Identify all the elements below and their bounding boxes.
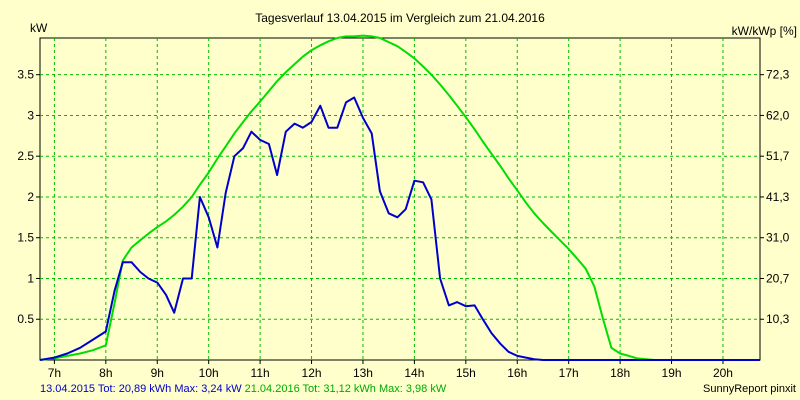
y-tick-label-left: 3 <box>27 108 34 122</box>
x-tick-label: 12h <box>302 366 322 380</box>
y-tick-label-left: 3.5 <box>17 68 34 82</box>
y-ticks-right: 10,3 20,7 31,0 41,3 51,7 62,0 72,3 <box>760 68 790 326</box>
series-line-21-04-2016 <box>39 34 760 361</box>
grid-lines <box>40 38 760 360</box>
chart-title: Tagesverlauf 13.04.2015 im Vergleich zum… <box>255 11 545 25</box>
y-tick-label-left: 1.5 <box>17 231 34 245</box>
x-tick-label: 14h <box>404 366 424 380</box>
y-tick-label-right: 62,0 <box>766 108 790 122</box>
y-tick-label-right: 10,3 <box>766 312 790 326</box>
x-tick-label: 11h <box>251 366 270 380</box>
y-tick-label-left: 0.5 <box>17 312 34 326</box>
series-group <box>39 34 760 361</box>
x-tick-label: 9h <box>151 366 164 380</box>
x-tick-label: 8h <box>99 366 112 380</box>
x-tick-label: 17h <box>559 366 579 380</box>
y-tick-label-right: 41,3 <box>766 190 790 204</box>
plot-area <box>39 37 761 361</box>
x-tick-label: 20h <box>713 366 733 380</box>
y-ticks-left: 0.5 1 1.5 2 2.5 3 3.5 <box>17 68 40 326</box>
y-tick-label-right: 72,3 <box>766 68 790 82</box>
y-axis-label-left: kW <box>30 21 48 35</box>
x-tick-label: 16h <box>507 366 527 380</box>
legend-entry-2015: 13.04.2015 Tot: 20,89 kWh Max: 3,24 kW <box>40 383 242 395</box>
x-tick-label: 18h <box>610 366 630 380</box>
legend-entry-2016: 21.04.2016 Tot: 31,12 kWh Max: 3,98 kW <box>244 383 447 395</box>
x-ticks: 7h 8h 9h 10h 11h 12h 13h 14h 15h 16h 17h 18h 19h 20h <box>48 360 733 380</box>
credit-text: SunnyReport pinxit <box>703 383 796 395</box>
y-tick-label-left: 1 <box>27 271 34 285</box>
x-tick-label: 7h <box>48 366 61 380</box>
x-tick-label: 13h <box>353 366 373 380</box>
y-tick-label-right: 31,0 <box>766 231 790 245</box>
series-line-13-04-2015 <box>39 96 760 361</box>
y-axis-label-right: kW/kWp [%] <box>732 24 797 38</box>
y-tick-label-left: 2 <box>27 190 34 204</box>
x-tick-label: 10h <box>199 366 219 380</box>
y-tick-label-right: 20,7 <box>766 271 790 285</box>
y-tick-label-right: 51,7 <box>766 149 790 163</box>
x-tick-label: 15h <box>456 366 476 380</box>
legend-footer: 13.04.2015 Tot: 20,89 kWh Max: 3,24 kW 2… <box>40 383 446 395</box>
y-tick-label-left: 2.5 <box>17 149 34 163</box>
x-tick-label: 19h <box>662 366 682 380</box>
